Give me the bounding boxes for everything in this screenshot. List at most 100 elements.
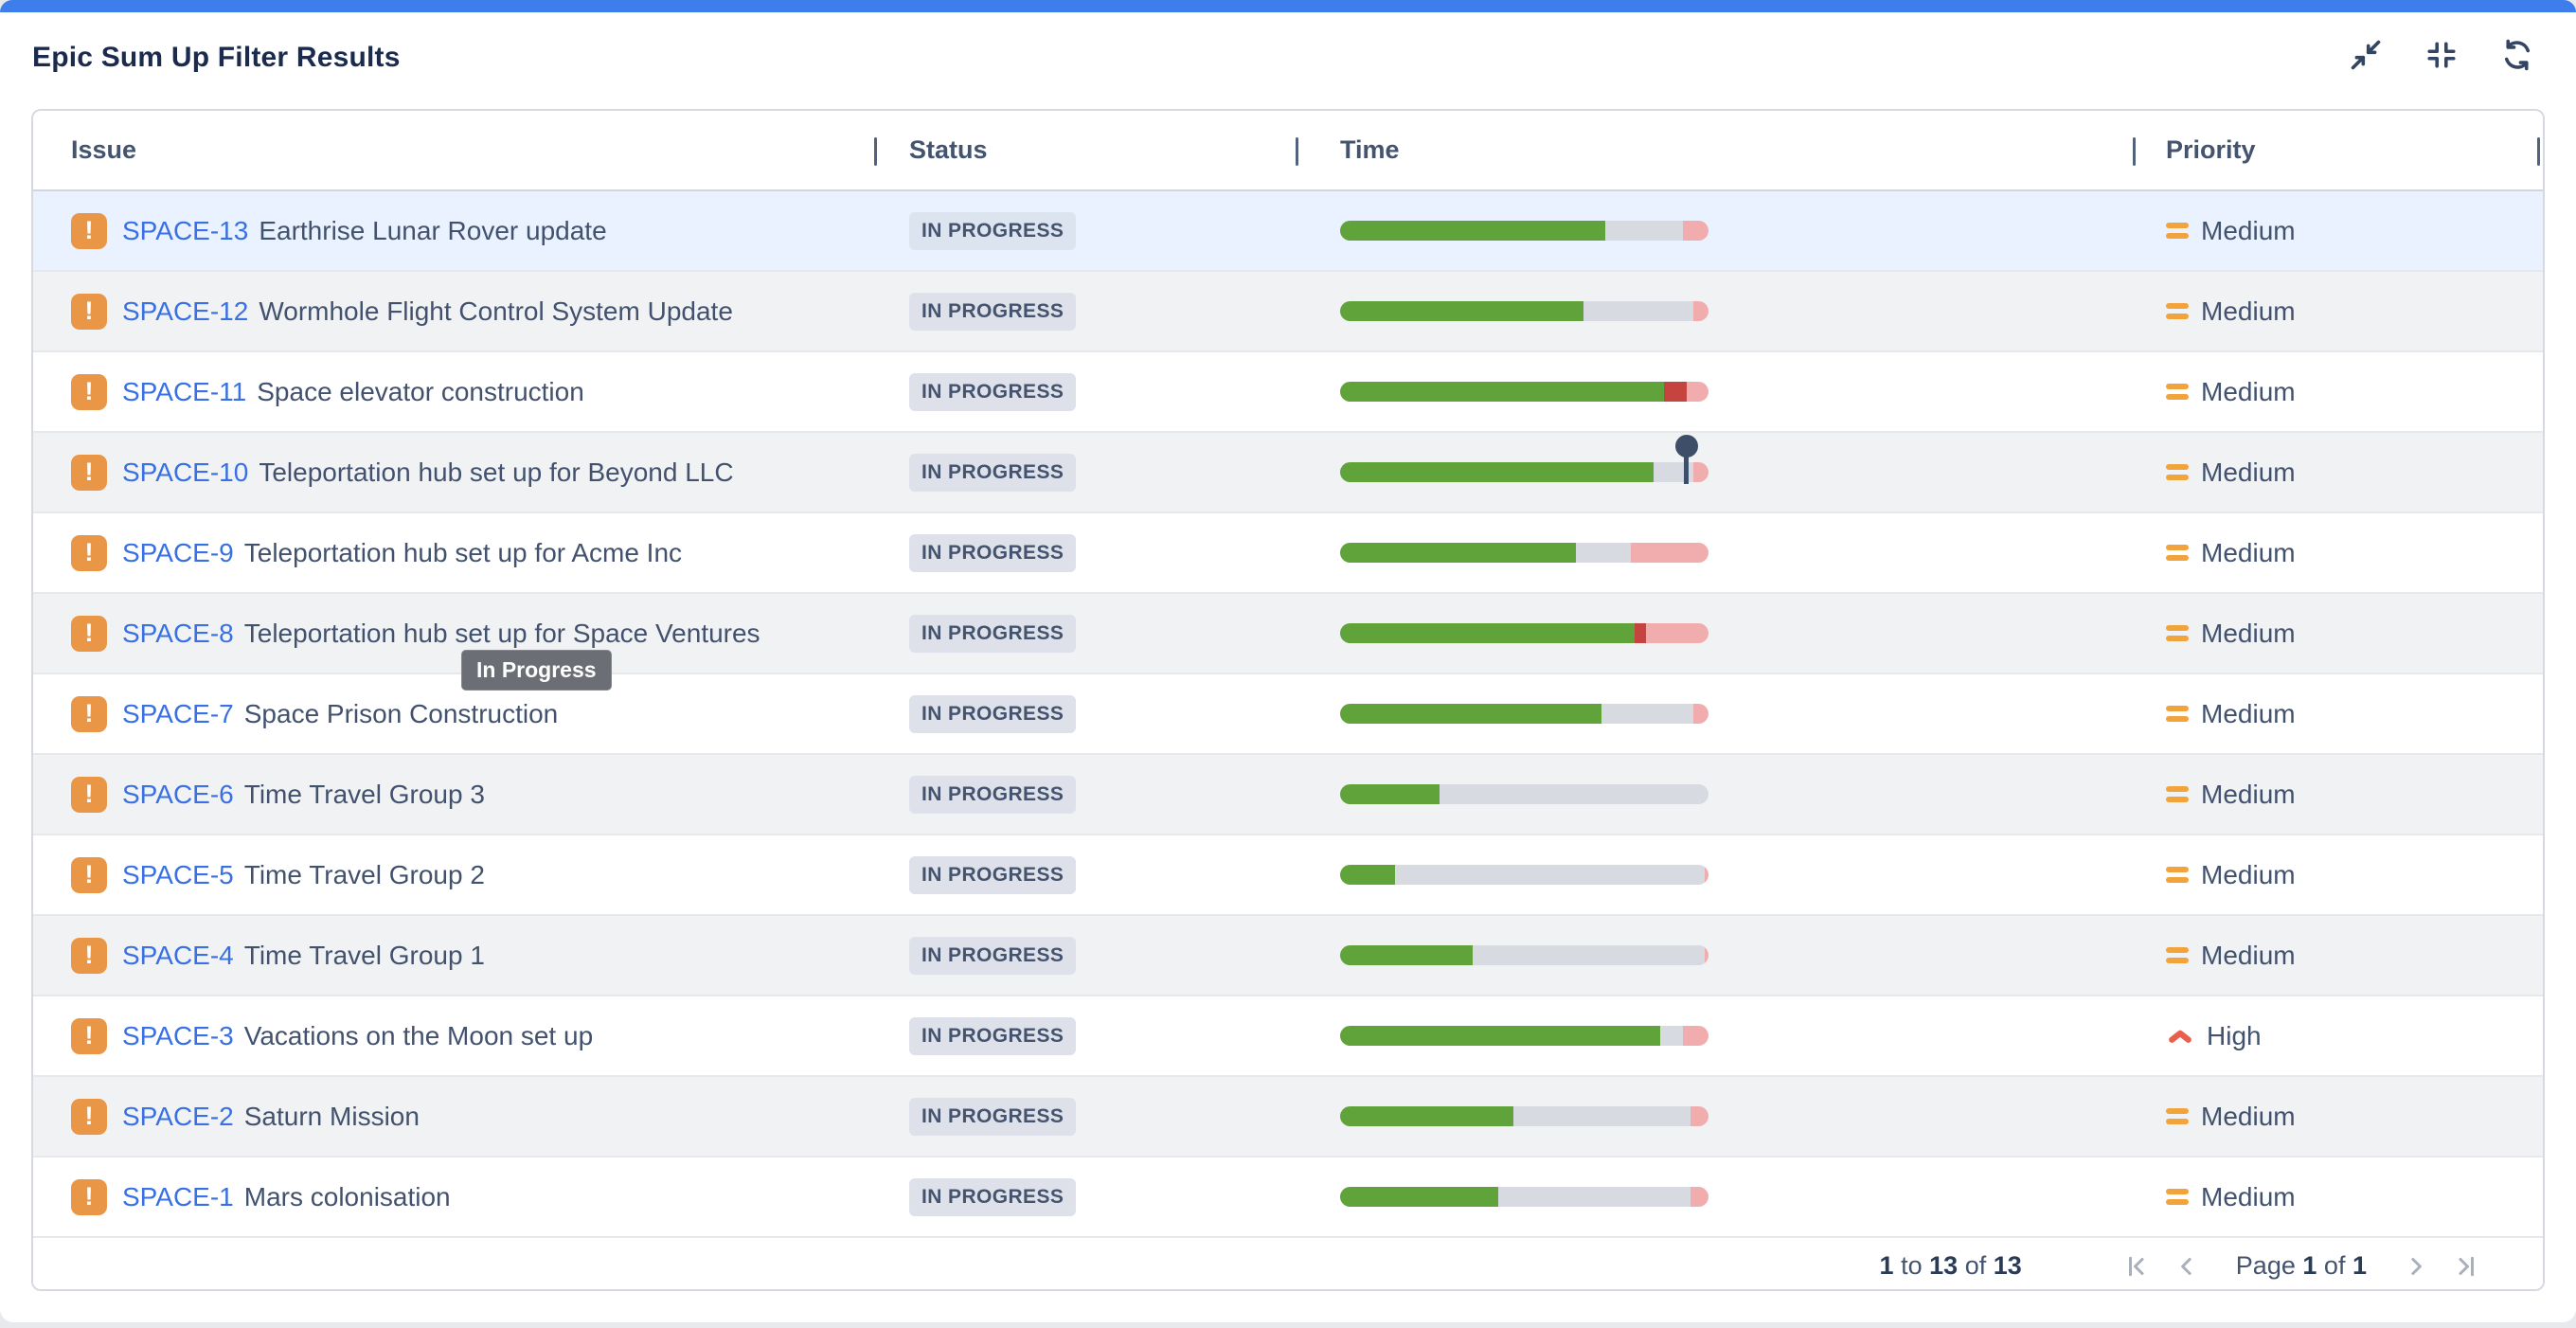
time-progress-track xyxy=(1340,301,1708,321)
column-resize-handle[interactable] xyxy=(874,137,877,166)
status-cell: IN PROGRESS xyxy=(909,191,1077,270)
issue-key-link[interactable]: SPACE-7 xyxy=(122,698,234,728)
table-row[interactable]: ! SPACE-9 Teleportation hub set up for A… xyxy=(33,513,2543,594)
time-progress-bar[interactable] xyxy=(1340,382,1708,402)
column-resize-handle[interactable] xyxy=(1296,137,1298,166)
table-row[interactable]: ! SPACE-6 Time Travel Group 3 IN PROGRES… xyxy=(33,755,2543,835)
time-bar-segment-track xyxy=(1440,784,1708,804)
time-progress-track xyxy=(1340,704,1708,724)
issue-key-link[interactable]: SPACE-2 xyxy=(122,1101,234,1131)
issue-cell: ! SPACE-2 Saturn Mission xyxy=(71,1077,420,1156)
time-progress-bar[interactable] xyxy=(1340,945,1708,965)
table-body: ! SPACE-13 Earthrise Lunar Rover update … xyxy=(33,191,2543,1238)
time-progress-bar[interactable] xyxy=(1340,435,1708,484)
epic-issue-type-icon: ! xyxy=(71,454,107,491)
time-progress-bar[interactable] xyxy=(1340,784,1708,804)
previous-page-button[interactable] xyxy=(2162,1252,2211,1281)
issue-key-link[interactable]: SPACE-4 xyxy=(122,940,234,970)
epic-issue-type-icon: ! xyxy=(71,1017,107,1054)
issue-key-link[interactable]: SPACE-10 xyxy=(122,457,249,487)
priority-label: Medium xyxy=(2201,618,2296,648)
priority-medium-icon xyxy=(2166,1189,2189,1205)
column-header-issue[interactable]: Issue xyxy=(71,135,137,164)
column-header-priority[interactable]: Priority xyxy=(2166,135,2256,164)
issue-summary: Saturn Mission xyxy=(243,1101,420,1131)
time-progress-bar[interactable] xyxy=(1340,1106,1708,1126)
result-range-text: 1 to 13 of 13 xyxy=(1879,1251,2022,1280)
epic-issue-type-icon: ! xyxy=(71,615,107,652)
status-cell: IN PROGRESS xyxy=(909,433,1077,511)
table-row[interactable]: ! SPACE-5 Time Travel Group 2 IN PROGRES… xyxy=(33,835,2543,916)
time-progress-track xyxy=(1340,543,1708,563)
table-row[interactable]: ! SPACE-1 Mars colonisation IN PROGRESS … xyxy=(33,1158,2543,1238)
time-progress-track xyxy=(1340,784,1708,804)
issue-key-link[interactable]: SPACE-1 xyxy=(122,1181,234,1211)
time-bar-segment-green xyxy=(1340,865,1396,885)
column-header-time[interactable]: Time xyxy=(1340,135,1400,164)
table-row[interactable]: ! SPACE-12 Wormhole Flight Control Syste… xyxy=(33,272,2543,352)
time-bar-segment-green xyxy=(1340,382,1665,402)
time-progress-track xyxy=(1340,865,1708,885)
time-bar-segment-green xyxy=(1340,1026,1661,1046)
priority-medium-icon xyxy=(2166,223,2189,239)
issue-cell: ! SPACE-1 Mars colonisation xyxy=(71,1158,451,1236)
epic-issue-type-icon: ! xyxy=(71,1178,107,1215)
time-progress-bar[interactable] xyxy=(1340,865,1708,885)
time-cell xyxy=(1340,191,1708,270)
collapse-icon[interactable] xyxy=(2424,38,2459,72)
issue-cell: ! SPACE-12 Wormhole Flight Control Syste… xyxy=(71,272,733,350)
table-row[interactable]: ! SPACE-8 Teleportation hub set up for S… xyxy=(33,594,2543,674)
column-resize-handle[interactable] xyxy=(2537,137,2540,166)
issue-key-link[interactable]: SPACE-11 xyxy=(122,376,247,406)
issue-summary: Time Travel Group 2 xyxy=(243,859,485,889)
time-progress-bar[interactable] xyxy=(1340,1026,1708,1046)
table-row[interactable]: ! SPACE-11 Space elevator construction I… xyxy=(33,352,2543,433)
issue-key-link[interactable]: SPACE-5 xyxy=(122,859,234,889)
issue-cell: ! SPACE-8 Teleportation hub set up for S… xyxy=(71,594,760,673)
table-row[interactable]: ! SPACE-3 Vacations on the Moon set up I… xyxy=(33,996,2543,1077)
priority-label: Medium xyxy=(2201,1181,2296,1211)
column-header-status[interactable]: Status xyxy=(909,135,988,164)
table-row[interactable]: ! SPACE-2 Saturn Mission IN PROGRESS Med… xyxy=(33,1077,2543,1158)
table-row[interactable]: ! SPACE-7 Space Prison Construction IN P… xyxy=(33,674,2543,755)
issue-key-link[interactable]: SPACE-6 xyxy=(122,779,234,809)
priority-label: Medium xyxy=(2201,537,2296,567)
last-page-button[interactable] xyxy=(2441,1252,2490,1281)
table-row[interactable]: ! SPACE-10 Teleportation hub set up for … xyxy=(33,433,2543,513)
status-badge: IN PROGRESS xyxy=(909,1177,1077,1216)
refresh-icon[interactable] xyxy=(2500,38,2534,72)
next-page-button[interactable] xyxy=(2391,1252,2441,1281)
time-bar-segment-pink xyxy=(1705,945,1708,965)
priority-cell: Medium xyxy=(2166,272,2296,350)
issue-key-link[interactable]: SPACE-9 xyxy=(122,537,234,567)
priority-medium-icon xyxy=(2166,786,2189,802)
minimize-icon[interactable] xyxy=(2349,38,2383,72)
table-row[interactable]: ! SPACE-4 Time Travel Group 1 IN PROGRES… xyxy=(33,916,2543,996)
first-page-button[interactable] xyxy=(2113,1252,2162,1281)
time-progress-bar[interactable] xyxy=(1340,623,1708,643)
priority-cell: Medium xyxy=(2166,352,2296,431)
time-bar-segment-pink xyxy=(1682,221,1708,241)
issue-key-link[interactable]: SPACE-12 xyxy=(122,296,249,326)
issue-summary: Wormhole Flight Control System Update xyxy=(259,296,733,326)
issue-summary: Mars colonisation xyxy=(243,1181,451,1211)
column-resize-handle[interactable] xyxy=(2133,137,2136,166)
issue-key-link[interactable]: SPACE-13 xyxy=(122,215,249,245)
priority-cell: Medium xyxy=(2166,916,2296,995)
table-row[interactable]: ! SPACE-13 Earthrise Lunar Rover update … xyxy=(33,191,2543,272)
status-badge: IN PROGRESS xyxy=(909,694,1077,733)
time-progress-bar[interactable] xyxy=(1340,1187,1708,1207)
issue-key-link[interactable]: SPACE-3 xyxy=(122,1020,234,1050)
time-progress-bar[interactable] xyxy=(1340,543,1708,563)
priority-cell: Medium xyxy=(2166,1077,2296,1156)
time-bar-segment-track xyxy=(1498,1187,1690,1207)
time-progress-bar[interactable] xyxy=(1340,704,1708,724)
time-bar-segment-green xyxy=(1340,1106,1513,1126)
time-progress-bar[interactable] xyxy=(1340,221,1708,241)
time-progress-bar[interactable] xyxy=(1340,301,1708,321)
issue-summary: Vacations on the Moon set up xyxy=(243,1020,594,1050)
status-cell: IN PROGRESS xyxy=(909,835,1077,914)
issue-key-link[interactable]: SPACE-8 xyxy=(122,618,234,648)
time-bar-segment-red xyxy=(1664,382,1687,402)
priority-cell: Medium xyxy=(2166,594,2296,673)
